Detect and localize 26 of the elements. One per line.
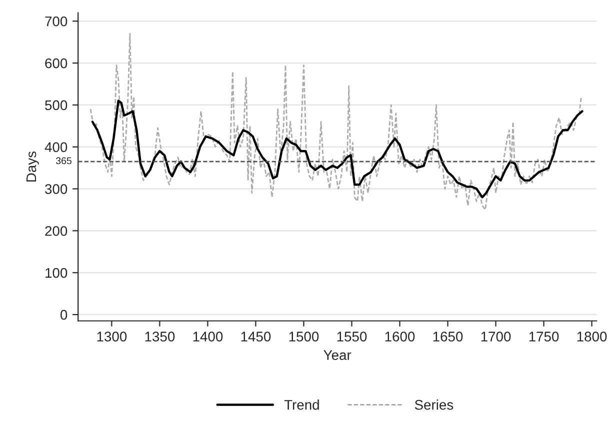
x-tick-label: 1800 — [577, 332, 607, 342]
x-tick-label: 1750 — [529, 332, 559, 342]
x-axis-title: Year — [324, 350, 352, 360]
y-tick-label: 0 — [60, 310, 68, 320]
legend-label: Series — [414, 400, 454, 410]
y-tick-label: 200 — [45, 226, 68, 236]
x-tick-label: 1300 — [97, 332, 127, 342]
line-series — [90, 33, 582, 210]
line-series — [91, 100, 584, 198]
y-tick-label: 500 — [45, 100, 68, 110]
x-tick-label: 1350 — [145, 332, 175, 342]
x-tick-label: 1550 — [337, 332, 367, 342]
x-tick-label: 1500 — [289, 332, 319, 342]
x-tick-label: 1400 — [193, 332, 223, 342]
x-tick-label: 1450 — [241, 332, 271, 342]
ref-line-label: 365 — [56, 157, 72, 164]
x-tick-label: 1650 — [433, 332, 463, 342]
y-tick-label: 600 — [45, 58, 68, 68]
y-axis-title: Days — [26, 151, 39, 182]
y-tick-label: 400 — [44, 142, 68, 152]
y-tick-label: 300 — [45, 184, 68, 194]
x-tick-label: 1600 — [385, 332, 415, 342]
legend-label: Trend — [284, 400, 319, 410]
y-tick-label: 100 — [46, 268, 68, 278]
y-tick-label: 700 — [45, 16, 68, 26]
x-tick-label: 1700 — [481, 332, 511, 342]
